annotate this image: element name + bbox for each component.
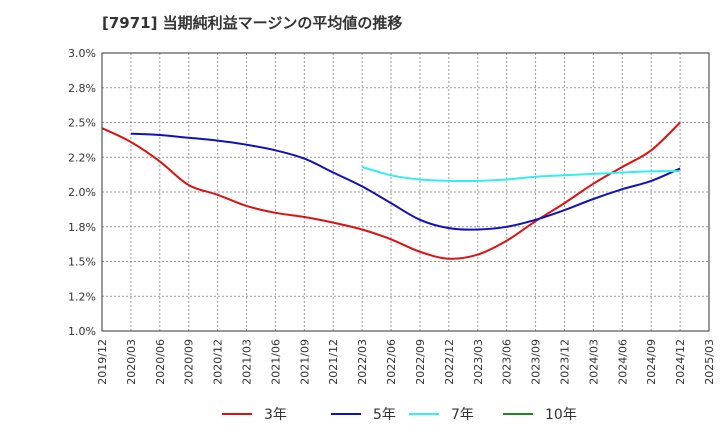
y-tick-label: 2.2% bbox=[68, 151, 96, 164]
y-tick-label: 1.2% bbox=[68, 290, 96, 303]
legend-label: 5年 bbox=[373, 407, 396, 423]
x-tick-label: 2024/09 bbox=[645, 339, 658, 385]
x-tick-label: 2023/06 bbox=[501, 339, 514, 385]
x-tick-label: 2020/12 bbox=[212, 339, 225, 385]
x-tick-label: 2023/03 bbox=[472, 339, 485, 385]
legend-item-3: 10年 bbox=[503, 407, 577, 423]
x-tick-label: 2024/03 bbox=[587, 339, 600, 385]
series-lines bbox=[101, 121, 681, 260]
legend: 3年 5年 7年 10年 bbox=[222, 407, 577, 423]
y-tick-label: 1.8% bbox=[68, 221, 96, 234]
x-axis-tick-labels: 2019/12 2020/03 2020/06 2020/09 2020/12 2021/… bbox=[96, 339, 716, 385]
y-tick-label: 1.0% bbox=[68, 325, 96, 338]
grid-lines bbox=[101, 52, 710, 332]
legend-item-0: 3年 bbox=[222, 407, 287, 423]
x-tick-label: 2023/12 bbox=[558, 339, 571, 385]
y-tick-label: 3.0% bbox=[68, 47, 96, 60]
plot-frame bbox=[101, 52, 710, 332]
x-tick-label: 2025/03 bbox=[703, 339, 716, 385]
chart-title: [7971] 当期純利益マージンの平均値の推移 bbox=[102, 14, 403, 32]
x-tick-label: 2021/03 bbox=[241, 339, 254, 385]
x-tick-label: 2019/12 bbox=[96, 339, 109, 385]
y-tick-label: 2.0% bbox=[68, 186, 96, 199]
series-line-1 bbox=[130, 132, 681, 231]
x-tick-label: 2021/09 bbox=[298, 339, 311, 385]
legend-label: 7年 bbox=[451, 407, 474, 423]
y-tick-label: 2.5% bbox=[68, 117, 96, 130]
x-tick-label: 2021/06 bbox=[269, 339, 282, 385]
x-tick-label: 2024/06 bbox=[616, 339, 629, 385]
x-tick-label: 2024/12 bbox=[674, 339, 687, 385]
x-tick-label: 2022/03 bbox=[356, 339, 369, 385]
legend-label: 3年 bbox=[264, 407, 287, 423]
x-tick-label: 2022/09 bbox=[414, 339, 427, 385]
x-tick-label: 2020/09 bbox=[183, 339, 196, 385]
legend-item-2: 7年 bbox=[409, 407, 474, 423]
x-tick-label: 2023/09 bbox=[530, 339, 543, 385]
y-tick-label: 1.5% bbox=[68, 256, 96, 269]
series-line-2 bbox=[361, 166, 681, 183]
x-tick-label: 2020/06 bbox=[154, 339, 167, 385]
x-tick-label: 2021/12 bbox=[327, 339, 340, 385]
x-tick-label: 2022/12 bbox=[443, 339, 456, 385]
series-line-0 bbox=[101, 121, 681, 260]
legend-item-1: 5年 bbox=[331, 407, 396, 423]
x-tick-label: 2020/03 bbox=[125, 339, 138, 385]
y-axis-tick-labels: 1.0% 1.2% 1.5% 1.8% 2.0% 2.2% 2.5% 2.8% 3.0% bbox=[68, 47, 96, 338]
legend-label: 10年 bbox=[545, 407, 577, 423]
x-tick-label: 2022/06 bbox=[385, 339, 398, 385]
y-tick-label: 2.8% bbox=[68, 82, 96, 95]
